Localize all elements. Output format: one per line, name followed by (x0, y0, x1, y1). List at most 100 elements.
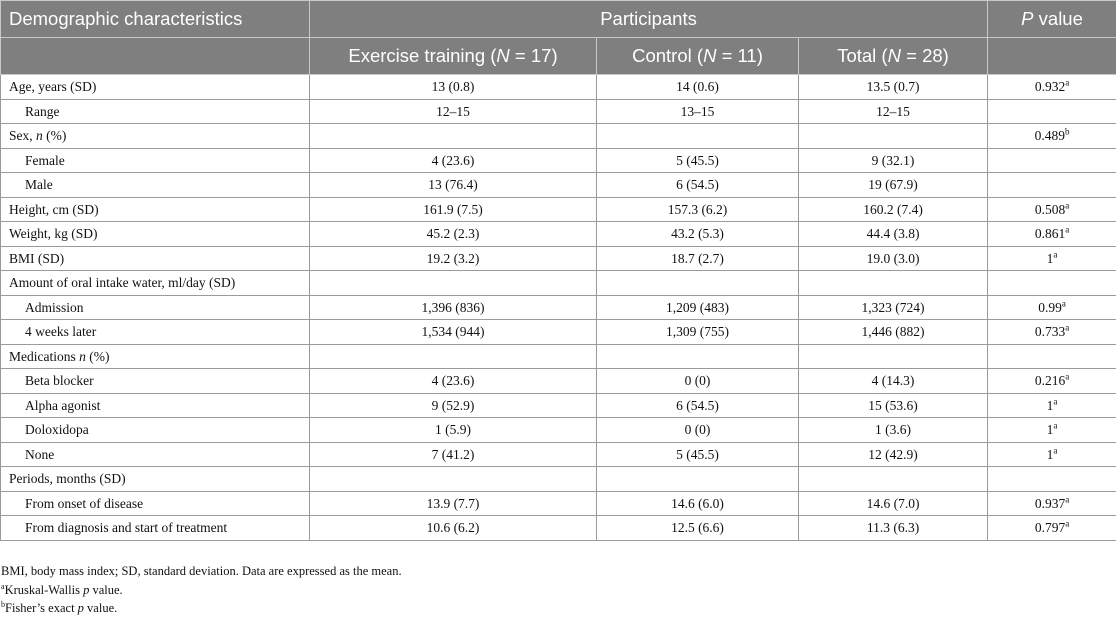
value-control: 1,209 (483) (597, 295, 799, 320)
value-total: 11.3 (6.3) (799, 516, 988, 541)
table-row: Weight, kg (SD)45.2 (2.3)43.2 (5.3)44.4 … (1, 222, 1116, 247)
table-row: Periods, months (SD) (1, 467, 1116, 492)
table-row: Medications n (%) (1, 344, 1116, 369)
p-value: 0.489b (988, 124, 1116, 149)
value-control: 1,309 (755) (597, 320, 799, 345)
footnote-marker: a (1053, 249, 1057, 259)
value-exercise: 9 (52.9) (310, 393, 597, 418)
value-exercise: 161.9 (7.5) (310, 197, 597, 222)
p-value: 1a (988, 442, 1116, 467)
footnote-marker: a (1065, 519, 1069, 529)
value-control: 13–15 (597, 99, 799, 124)
footnote-marker: a (1065, 225, 1069, 235)
p-value: 0.99a (988, 295, 1116, 320)
p-value (988, 344, 1116, 369)
row-label: Alpha agonist (1, 393, 310, 418)
value-total (799, 344, 988, 369)
row-label: From onset of disease (1, 491, 310, 516)
header-p-value: P value (988, 1, 1116, 38)
header-group-control: Control (N = 11) (597, 38, 799, 75)
footnote-marker: a (1065, 372, 1069, 382)
value-exercise: 13 (0.8) (310, 75, 597, 100)
value-total: 44.4 (3.8) (799, 222, 988, 247)
row-label: Medications n (%) (1, 344, 310, 369)
p-value (988, 148, 1116, 173)
header-row-groups: Exercise training (N = 17) Control (N = … (1, 38, 1116, 75)
value-control: 12.5 (6.6) (597, 516, 799, 541)
value-exercise: 1 (5.9) (310, 418, 597, 443)
value-control (597, 344, 799, 369)
value-exercise: 45.2 (2.3) (310, 222, 597, 247)
row-label: Beta blocker (1, 369, 310, 394)
row-label: Male (1, 173, 310, 198)
value-exercise (310, 344, 597, 369)
value-exercise (310, 124, 597, 149)
value-total: 13.5 (0.7) (799, 75, 988, 100)
row-label: 4 weeks later (1, 320, 310, 345)
table-row: Amount of oral intake water, ml/day (SD) (1, 271, 1116, 296)
value-total: 12 (42.9) (799, 442, 988, 467)
p-value: 1a (988, 246, 1116, 271)
footnote-marker: a (1065, 323, 1069, 333)
p-value: 0.508a (988, 197, 1116, 222)
value-total (799, 271, 988, 296)
p-value: 0.937a (988, 491, 1116, 516)
footnote-marker: a (1065, 494, 1069, 504)
p-value (988, 271, 1116, 296)
value-control: 14.6 (6.0) (597, 491, 799, 516)
value-control: 43.2 (5.3) (597, 222, 799, 247)
p-value: 1a (988, 418, 1116, 443)
header-group-total: Total (N = 28) (799, 38, 988, 75)
value-control: 14 (0.6) (597, 75, 799, 100)
p-value: 0.861a (988, 222, 1116, 247)
demographics-table: Demographic characteristics Participants… (0, 0, 1116, 541)
table-row: Sex, n (%) 0.489b (1, 124, 1116, 149)
value-control: 0 (0) (597, 369, 799, 394)
header-participants: Participants (310, 1, 988, 38)
table-footnotes: BMI, body mass index; SD, standard devia… (1, 562, 402, 618)
value-total: 19.0 (3.0) (799, 246, 988, 271)
value-control: 0 (0) (597, 418, 799, 443)
row-label: Female (1, 148, 310, 173)
row-label: Sex, n (%) (1, 124, 310, 149)
table-body: Age, years (SD)13 (0.8)14 (0.6)13.5 (0.7… (1, 75, 1116, 541)
value-exercise: 1,534 (944) (310, 320, 597, 345)
footnote-marker: b (1065, 127, 1070, 137)
value-total: 12–15 (799, 99, 988, 124)
value-exercise: 13.9 (7.7) (310, 491, 597, 516)
p-value (988, 99, 1116, 124)
p-value: 0.216a (988, 369, 1116, 394)
table-row: Age, years (SD)13 (0.8)14 (0.6)13.5 (0.7… (1, 75, 1116, 100)
row-label: Periods, months (SD) (1, 467, 310, 492)
p-value: 0.733a (988, 320, 1116, 345)
p-value: 0.797a (988, 516, 1116, 541)
row-label: Range (1, 99, 310, 124)
value-exercise: 10.6 (6.2) (310, 516, 597, 541)
row-label: From diagnosis and start of treatment (1, 516, 310, 541)
row-label: Age, years (SD) (1, 75, 310, 100)
header-group-exercise: Exercise training (N = 17) (310, 38, 597, 75)
value-control: 18.7 (2.7) (597, 246, 799, 271)
value-exercise (310, 467, 597, 492)
value-control: 6 (54.5) (597, 173, 799, 198)
footnote-marker: a (1053, 445, 1057, 455)
value-exercise: 1,396 (836) (310, 295, 597, 320)
p-value (988, 467, 1116, 492)
value-exercise: 4 (23.6) (310, 369, 597, 394)
value-exercise (310, 271, 597, 296)
p-value (988, 173, 1116, 198)
header-demographic-characteristics: Demographic characteristics (1, 1, 310, 38)
value-exercise: 19.2 (3.2) (310, 246, 597, 271)
value-total: 14.6 (7.0) (799, 491, 988, 516)
row-label: BMI (SD) (1, 246, 310, 271)
value-total: 1 (3.6) (799, 418, 988, 443)
value-control: 6 (54.5) (597, 393, 799, 418)
header-empty-cell (988, 38, 1116, 75)
